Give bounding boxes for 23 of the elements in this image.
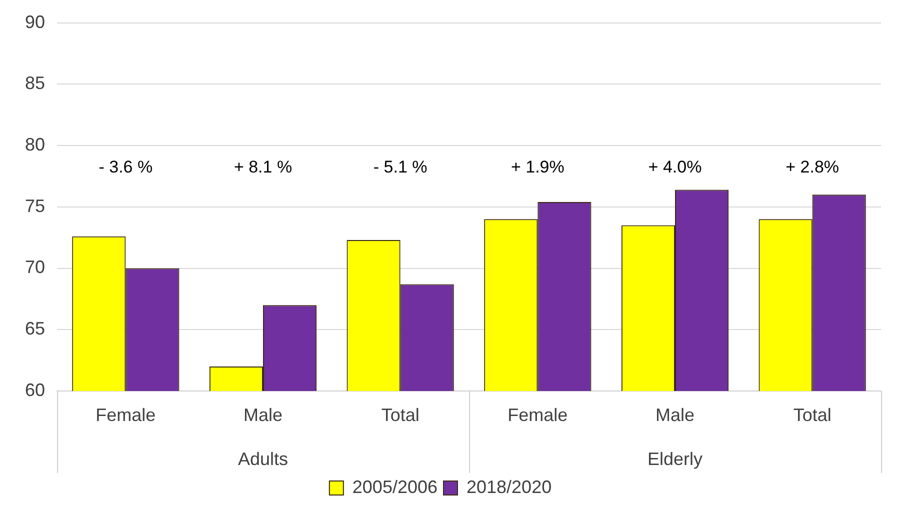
y-tick-label: 65 <box>24 318 45 339</box>
x-tick-label: Male <box>243 404 283 425</box>
annotation: - 3.6 % <box>98 157 153 176</box>
y-tick-label: 75 <box>24 196 45 216</box>
y-tick-label: 90 <box>24 12 45 32</box>
x-tick-label: Total <box>381 404 420 425</box>
annotation: - 5.1 % <box>373 157 428 176</box>
legend-label: 2005/2006 <box>352 476 438 497</box>
text: Elderly <box>647 448 703 469</box>
x-tick-label: Female <box>508 404 568 425</box>
y-tick-label: 85 <box>24 73 45 94</box>
y-tick-label: 70 <box>24 257 45 278</box>
annotation: + 1.9% <box>510 157 564 176</box>
x-tick-label: Total <box>793 404 832 425</box>
x-tick-label: Female <box>96 404 156 425</box>
y-tick-label: 80 <box>24 134 45 154</box>
legend-label: 2018/2020 <box>466 476 552 497</box>
annotation: + 4.0% <box>648 157 702 176</box>
y-tick-label: 60 <box>24 380 45 400</box>
x-tick-label: Male <box>655 404 695 425</box>
text: Adults <box>238 448 288 469</box>
annotation: + 2.8% <box>786 157 840 176</box>
annotation: + 8.1 % <box>234 157 292 176</box>
